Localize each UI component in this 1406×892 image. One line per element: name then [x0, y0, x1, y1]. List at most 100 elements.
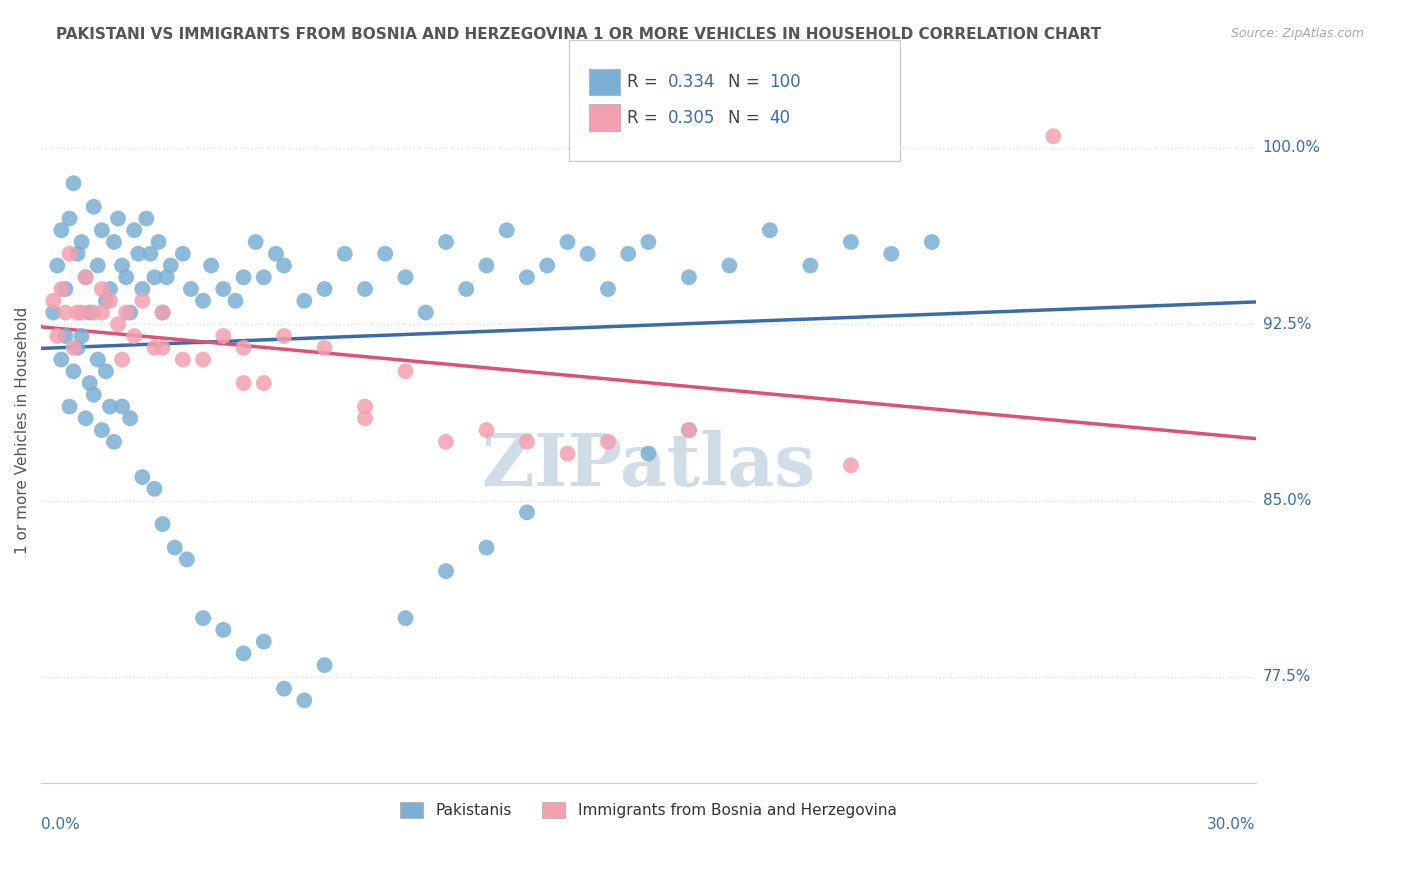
Point: [232, 376, 254, 390]
Point: [111, 259, 134, 273]
Text: Source: ZipAtlas.com: Source: ZipAtlas.com: [1230, 27, 1364, 40]
Point: [557, 235, 579, 249]
Point: [354, 282, 377, 296]
Text: ZIPatlas: ZIPatlas: [481, 430, 815, 500]
Point: [172, 246, 194, 260]
Point: [94, 293, 117, 308]
Point: [66, 341, 89, 355]
Point: [232, 646, 254, 660]
Point: [79, 376, 101, 390]
Point: [120, 411, 142, 425]
Text: 30.0%: 30.0%: [1208, 817, 1256, 832]
Text: N =: N =: [728, 73, 765, 91]
Point: [273, 329, 295, 343]
Point: [51, 223, 73, 237]
Point: [374, 246, 396, 260]
Point: [62, 176, 84, 190]
Point: [42, 305, 65, 319]
Point: [200, 259, 222, 273]
Point: [495, 223, 517, 237]
Point: [314, 341, 336, 355]
Point: [90, 223, 112, 237]
Point: [253, 634, 276, 648]
Text: 0.334: 0.334: [668, 73, 716, 91]
Point: [839, 235, 862, 249]
Point: [83, 200, 105, 214]
Point: [122, 329, 145, 343]
Point: [232, 270, 254, 285]
Y-axis label: 1 or more Vehicles in Household: 1 or more Vehicles in Household: [15, 307, 30, 554]
Point: [314, 658, 336, 673]
Point: [51, 352, 73, 367]
Point: [131, 282, 153, 296]
Point: [115, 270, 138, 285]
Point: [839, 458, 862, 473]
Point: [83, 305, 105, 319]
Point: [163, 541, 186, 555]
Point: [434, 564, 457, 578]
Point: [107, 318, 129, 332]
Point: [87, 259, 110, 273]
Point: [180, 282, 202, 296]
Text: 100.0%: 100.0%: [1263, 140, 1320, 155]
Point: [98, 293, 121, 308]
Point: [143, 341, 166, 355]
Text: R =: R =: [627, 73, 664, 91]
Point: [617, 246, 640, 260]
Point: [131, 470, 153, 484]
Point: [70, 329, 93, 343]
Point: [759, 223, 782, 237]
Point: [516, 270, 538, 285]
Point: [516, 434, 538, 449]
Point: [66, 305, 89, 319]
Point: [127, 246, 149, 260]
Point: [718, 259, 741, 273]
Point: [75, 270, 97, 285]
Text: 40: 40: [769, 109, 790, 127]
Point: [456, 282, 478, 296]
Point: [70, 305, 93, 319]
Point: [148, 235, 170, 249]
Point: [678, 423, 700, 437]
Point: [103, 434, 125, 449]
Point: [394, 611, 416, 625]
Point: [212, 329, 235, 343]
Point: [596, 282, 619, 296]
Point: [55, 282, 77, 296]
Text: N =: N =: [728, 109, 765, 127]
Point: [212, 282, 235, 296]
Point: [354, 400, 377, 414]
Point: [314, 282, 336, 296]
Point: [75, 270, 97, 285]
Text: 92.5%: 92.5%: [1263, 317, 1312, 332]
Point: [475, 423, 498, 437]
Point: [103, 235, 125, 249]
Point: [90, 423, 112, 437]
Point: [70, 235, 93, 249]
Point: [394, 270, 416, 285]
Point: [55, 329, 77, 343]
Point: [516, 505, 538, 519]
Point: [62, 364, 84, 378]
Point: [596, 434, 619, 449]
Point: [475, 259, 498, 273]
Point: [120, 305, 142, 319]
Point: [172, 352, 194, 367]
Point: [139, 246, 162, 260]
Text: 0.0%: 0.0%: [41, 817, 80, 832]
Point: [273, 259, 295, 273]
Point: [98, 282, 121, 296]
Point: [292, 293, 315, 308]
Point: [224, 293, 246, 308]
Point: [122, 223, 145, 237]
Point: [678, 270, 700, 285]
Point: [90, 305, 112, 319]
Text: 0.305: 0.305: [668, 109, 716, 127]
Point: [637, 235, 659, 249]
Point: [292, 693, 315, 707]
Point: [143, 270, 166, 285]
Point: [159, 259, 181, 273]
Point: [245, 235, 267, 249]
Point: [394, 364, 416, 378]
Point: [58, 211, 80, 226]
